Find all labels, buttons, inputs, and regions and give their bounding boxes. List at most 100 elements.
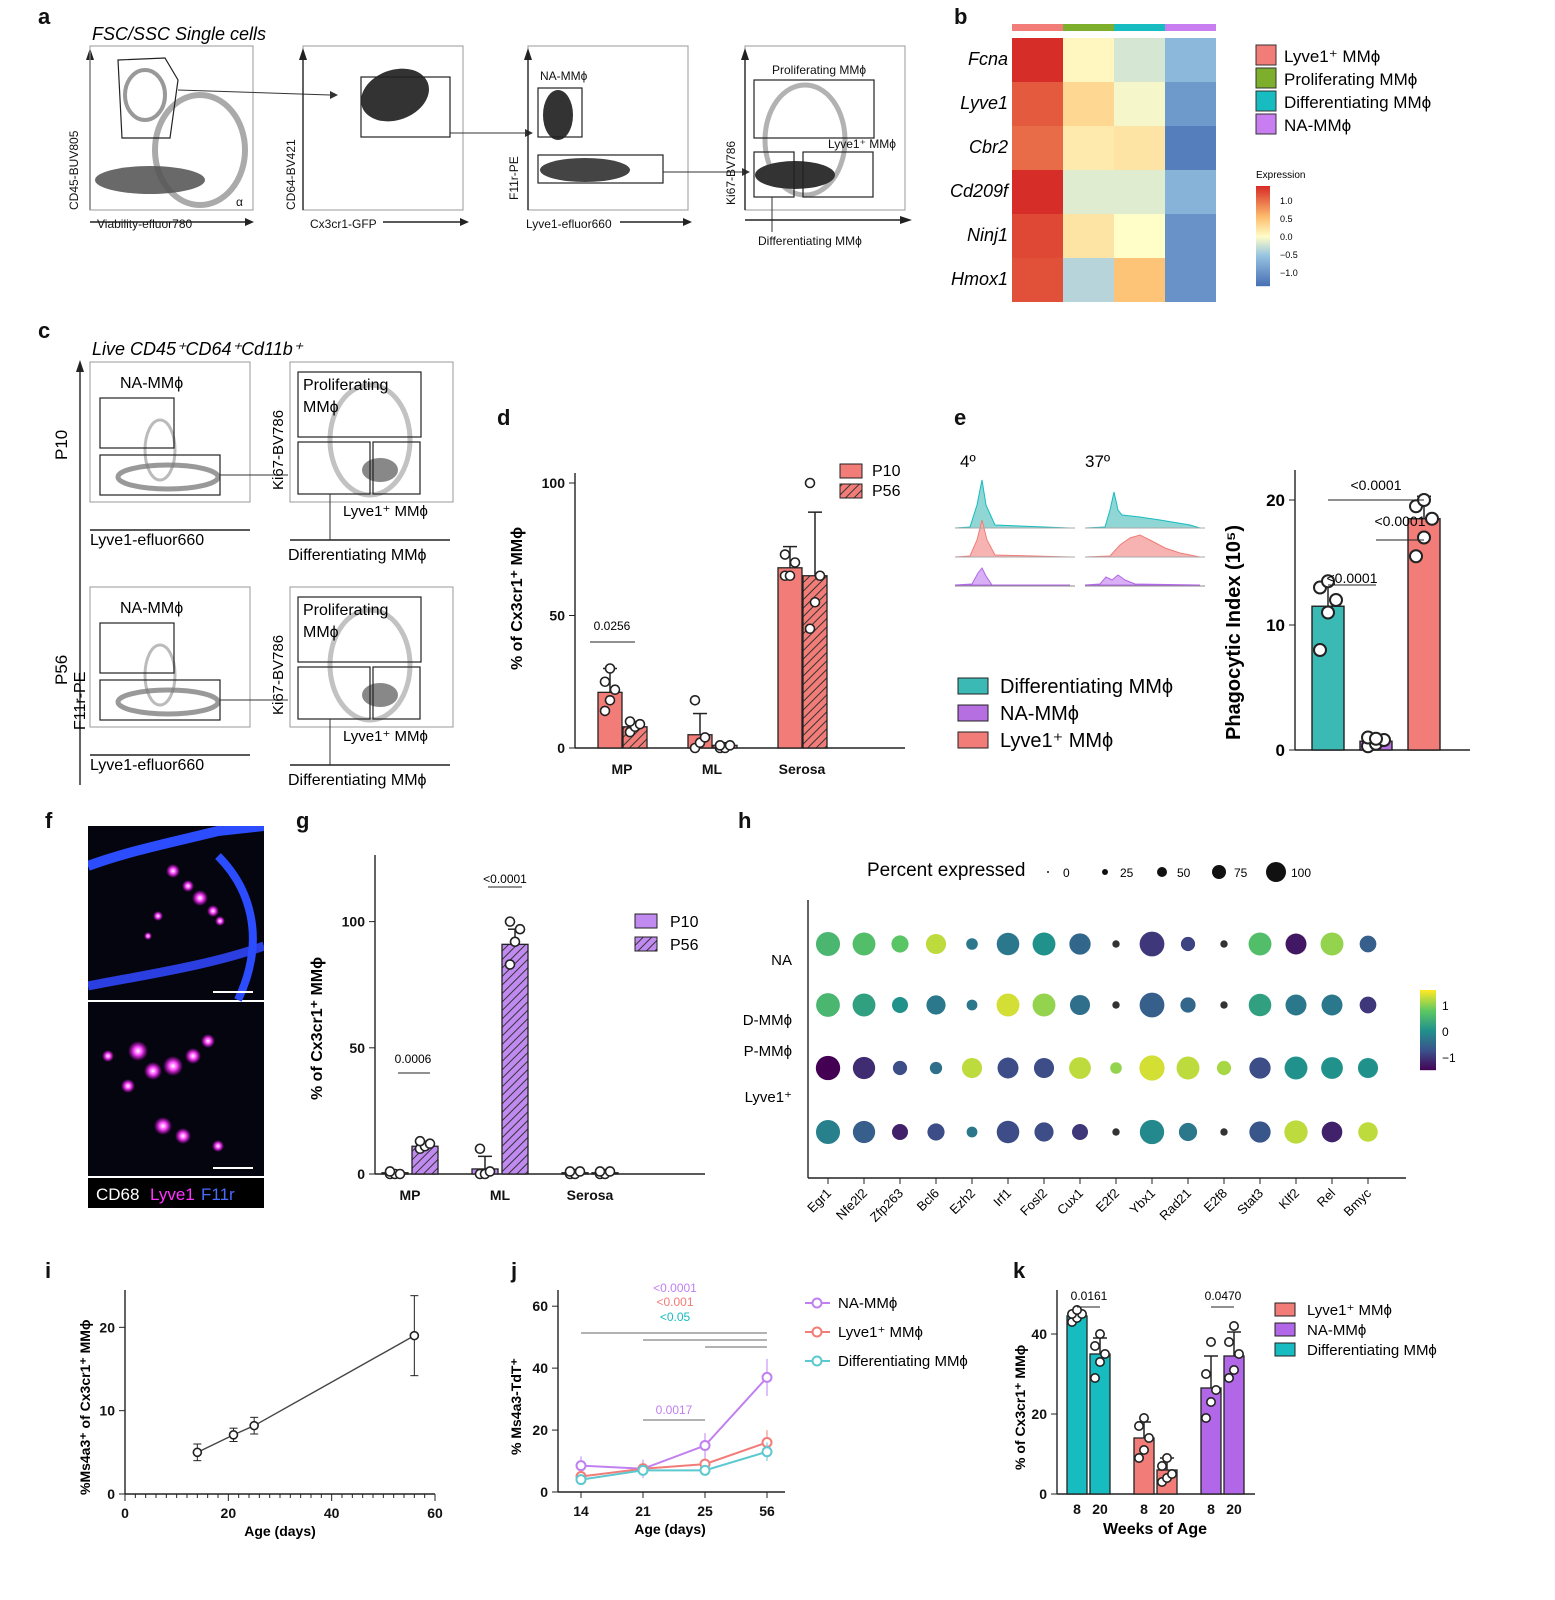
dot-fosl2 bbox=[1032, 993, 1056, 1017]
colorbar-segment bbox=[1420, 1029, 1436, 1031]
data-point bbox=[474, 1143, 486, 1155]
colorbar-segment bbox=[1420, 1069, 1436, 1071]
data-point bbox=[624, 716, 636, 727]
colorbar-segment bbox=[1420, 1052, 1436, 1054]
dot-klf2 bbox=[1285, 933, 1307, 955]
legend-swatch bbox=[839, 483, 863, 499]
flow-plot-a3: NA-MMϕ Lyve1-efluor660 F11r-PE bbox=[507, 45, 750, 231]
data-point bbox=[414, 1135, 426, 1147]
colorbar-segment bbox=[1256, 195, 1270, 197]
y-tick-label: 10 bbox=[1266, 616, 1285, 635]
size-legend-label: 75 bbox=[1234, 866, 1248, 880]
legend-label: P10 bbox=[872, 463, 901, 480]
gate-na bbox=[99, 397, 175, 449]
colorbar-segment bbox=[1256, 220, 1270, 222]
gene-label: Stat3 bbox=[1234, 1186, 1266, 1218]
data-point bbox=[1211, 1385, 1222, 1396]
colorbar-segment bbox=[1256, 204, 1270, 206]
dot-egr1 bbox=[816, 993, 840, 1017]
x-tick-label: 20 bbox=[1226, 1501, 1242, 1517]
ylabel-a1: CD45-BUV805 bbox=[67, 130, 81, 210]
heatmap-cell bbox=[1114, 126, 1165, 170]
dot-zfp263 bbox=[892, 997, 908, 1013]
x-tick-label: 20 bbox=[1159, 1501, 1175, 1517]
sig-label: <0.0001 bbox=[1327, 570, 1378, 586]
colorbar-segment bbox=[1420, 1016, 1436, 1018]
gene-label: Fcna bbox=[968, 49, 1008, 69]
dot-ybx1 bbox=[1139, 992, 1165, 1018]
data-point bbox=[1224, 1337, 1235, 1348]
data-point bbox=[564, 1166, 576, 1177]
data-point bbox=[228, 1430, 239, 1440]
colorbar-segment bbox=[1420, 1046, 1436, 1048]
data-point bbox=[1313, 643, 1327, 657]
heatmap-cell bbox=[1012, 258, 1063, 302]
legend-swatch bbox=[957, 731, 989, 749]
dot-bcl6 bbox=[929, 1061, 943, 1075]
gene-label: Rel bbox=[1314, 1185, 1338, 1209]
dot-egr1 bbox=[815, 1055, 841, 1081]
heatmap-cell bbox=[1114, 214, 1165, 258]
colorbar-segment bbox=[1420, 1039, 1436, 1041]
colorbar-segment bbox=[1256, 212, 1270, 214]
x-tick-label: 20 bbox=[221, 1505, 237, 1521]
colorbar-segment bbox=[1256, 219, 1270, 221]
colorbar-segment bbox=[1420, 1008, 1436, 1010]
legend-label: Differentiating MMϕ bbox=[1284, 93, 1431, 112]
y-tick-label: 50 bbox=[349, 1040, 365, 1056]
heatmap-cell bbox=[1012, 214, 1063, 258]
colorbar-segment bbox=[1420, 999, 1436, 1001]
y-axis-label: % of Cx3cr1⁺ MMϕ bbox=[309, 957, 326, 1100]
data-point bbox=[604, 663, 616, 674]
xlabel: Lyve1-efluor660 bbox=[90, 757, 204, 774]
panel-f-microscopy: CD68 Lyve1 F11r bbox=[88, 826, 264, 1208]
colorbar-segment bbox=[1256, 257, 1270, 259]
data-point bbox=[574, 1166, 586, 1177]
dot-rad21 bbox=[1180, 997, 1196, 1013]
heatmap-cell bbox=[1165, 170, 1216, 214]
temp-4: 4º bbox=[960, 452, 976, 471]
colorbar-segment bbox=[1420, 1067, 1436, 1069]
gate-proliferating bbox=[297, 596, 422, 663]
panel-j-line-chart: 0 20 40 60 14 21 25 56 Age (days) % Ms4a3-TdT⁺ NA-… bbox=[508, 1281, 968, 1537]
colorbar-title: Expression bbox=[1256, 170, 1305, 181]
panel-letter-h: h bbox=[738, 808, 752, 833]
panel-letter-d: d bbox=[497, 405, 511, 430]
data-point bbox=[1321, 574, 1335, 589]
size-legend-label: 0 bbox=[1063, 866, 1070, 880]
row-label: Lyve1⁺ bbox=[745, 1089, 792, 1106]
dot-irf1 bbox=[997, 1057, 1019, 1079]
legend-label: Lyve1⁺ MMϕ bbox=[838, 1324, 923, 1341]
xlabel-a1: Viability-efluor780 bbox=[97, 217, 192, 231]
x-tick-label: 56 bbox=[759, 1503, 775, 1519]
dot-egr1 bbox=[815, 931, 841, 957]
gene-label: Klf2 bbox=[1276, 1186, 1302, 1212]
colorbar-segment bbox=[1256, 280, 1270, 282]
colorbar-segment bbox=[1256, 285, 1270, 287]
colorbar-segment bbox=[1420, 1022, 1436, 1024]
colorbar-segment bbox=[1420, 1042, 1436, 1044]
colorbar-segment bbox=[1256, 231, 1270, 233]
colorbar-segment bbox=[1256, 207, 1270, 209]
legend-swatch bbox=[957, 677, 989, 695]
data-point bbox=[575, 1474, 587, 1486]
colorbar-segment bbox=[1420, 1027, 1436, 1029]
histograms bbox=[954, 479, 1205, 587]
colorbar-segment bbox=[1420, 1057, 1436, 1059]
gate-lyve1 bbox=[372, 666, 421, 720]
micrograph-bottom bbox=[88, 1002, 264, 1176]
heatmap-cell bbox=[1165, 214, 1216, 258]
colorbar-segment bbox=[1256, 218, 1270, 220]
colorbar-segment bbox=[1256, 248, 1270, 250]
data-point bbox=[249, 1420, 259, 1431]
dot-cux1 bbox=[1069, 933, 1091, 955]
sig-label: <0.05 bbox=[660, 1310, 691, 1324]
y-tick-label: 40 bbox=[1031, 1326, 1047, 1342]
y-tick-label: 20 bbox=[1266, 491, 1285, 510]
colorbar-segment bbox=[1256, 193, 1270, 195]
y-axis-label: % Ms4a3-TdT⁺ bbox=[508, 1358, 524, 1455]
colorbar-segment bbox=[1256, 203, 1270, 205]
dot-ezh2 bbox=[966, 1126, 978, 1138]
colorbar-segment bbox=[1256, 188, 1270, 190]
